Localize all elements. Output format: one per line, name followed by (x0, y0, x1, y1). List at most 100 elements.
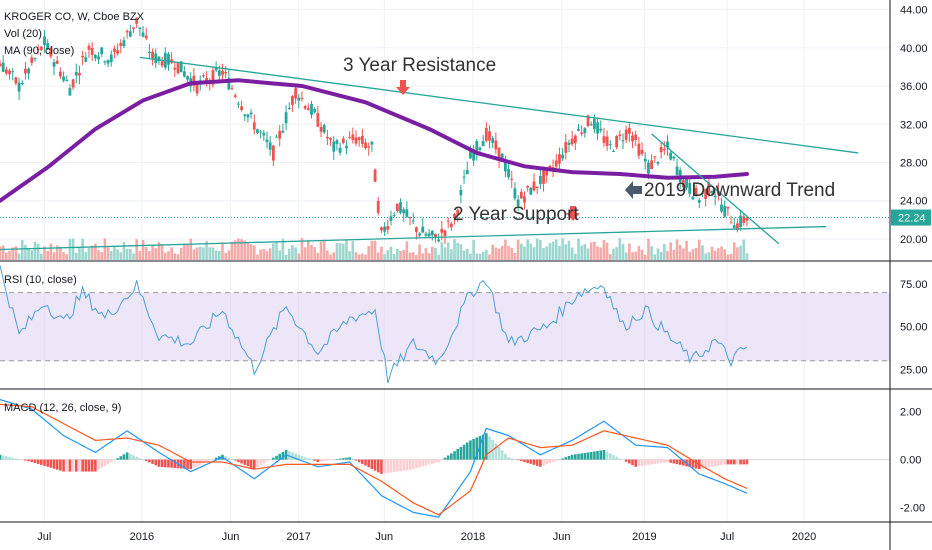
candle-body[interactable] (481, 141, 485, 147)
candle-body[interactable] (561, 154, 565, 159)
candle-body[interactable] (151, 51, 154, 59)
candle-body[interactable] (157, 56, 161, 62)
candle-body[interactable] (589, 124, 593, 126)
candle-body[interactable] (233, 95, 237, 98)
candle-body[interactable] (1, 62, 5, 72)
candle-body[interactable] (74, 71, 78, 76)
candle-body[interactable] (43, 36, 46, 45)
candle-body[interactable] (357, 137, 361, 140)
candle-body[interactable] (284, 112, 288, 124)
candle-body[interactable] (526, 185, 530, 188)
downtrend-trendline[interactable] (651, 133, 780, 245)
candle-body[interactable] (100, 47, 104, 54)
candle-body[interactable] (462, 176, 466, 178)
candle-body[interactable] (224, 71, 228, 74)
candle-body[interactable] (659, 147, 663, 153)
candle-body[interactable] (27, 68, 31, 74)
candle-body[interactable] (443, 230, 447, 237)
candle-body[interactable] (294, 88, 298, 99)
candle-body[interactable] (227, 78, 231, 90)
candle-body[interactable] (739, 215, 743, 228)
candle-body[interactable] (685, 178, 688, 188)
candle-body[interactable] (4, 69, 8, 74)
candle-body[interactable] (65, 79, 69, 82)
candle-body[interactable] (11, 71, 15, 73)
candle-body[interactable] (58, 71, 62, 77)
candle-body[interactable] (516, 199, 520, 207)
candle-body[interactable] (303, 105, 307, 109)
candle-body[interactable] (586, 115, 590, 126)
candle-body[interactable] (138, 27, 142, 30)
candle-body[interactable] (122, 40, 126, 47)
candle-body[interactable] (186, 76, 189, 80)
candle-body[interactable] (535, 186, 539, 189)
candle-body[interactable] (615, 135, 619, 148)
candle-body[interactable] (306, 108, 310, 111)
candle-body[interactable] (602, 136, 606, 143)
candle-body[interactable] (249, 112, 253, 115)
candle-body[interactable] (167, 53, 170, 65)
candle-body[interactable] (144, 35, 148, 39)
candle-body[interactable] (192, 75, 196, 86)
candle-body[interactable] (402, 209, 406, 214)
candle-body[interactable] (243, 114, 247, 116)
candle-body[interactable] (427, 233, 431, 237)
candle-body[interactable] (103, 61, 107, 63)
candle-body[interactable] (681, 180, 685, 188)
candle-body[interactable] (275, 136, 278, 138)
candle-body[interactable] (653, 156, 657, 158)
candle-body[interactable] (631, 135, 634, 142)
candle-body[interactable] (475, 141, 479, 153)
candle-body[interactable] (643, 158, 647, 162)
candle-body[interactable] (742, 216, 746, 223)
candle-body[interactable] (252, 122, 256, 130)
candle-body[interactable] (488, 131, 491, 141)
candle-body[interactable] (335, 140, 339, 145)
candle-body[interactable] (580, 132, 584, 134)
candle-body[interactable] (694, 188, 698, 196)
candle-body[interactable] (81, 55, 85, 58)
candle-body[interactable] (634, 134, 638, 140)
candle-body[interactable] (33, 58, 37, 60)
candle-body[interactable] (240, 106, 243, 110)
candle-body[interactable] (453, 214, 456, 219)
candle-body[interactable] (354, 137, 358, 144)
candle-body[interactable] (446, 220, 450, 222)
candle-body[interactable] (691, 196, 695, 200)
candle-body[interactable] (732, 225, 736, 229)
candle-body[interactable] (351, 134, 355, 140)
candle-body[interactable] (132, 27, 135, 30)
candle-body[interactable] (621, 140, 625, 142)
candle-body[interactable] (583, 128, 587, 134)
candle-body[interactable] (109, 54, 113, 63)
candle-body[interactable] (322, 125, 326, 133)
candle-body[interactable] (558, 154, 561, 164)
candle-body[interactable] (545, 167, 549, 176)
candle-body[interactable] (380, 227, 383, 231)
moving-average-line[interactable] (0, 78, 749, 203)
candle-body[interactable] (624, 129, 628, 140)
candle-body[interactable] (128, 31, 132, 37)
candle-body[interactable] (179, 61, 183, 73)
candle-body[interactable] (434, 233, 437, 238)
price-pane[interactable] (0, 17, 890, 260)
support-trendline[interactable] (0, 225, 827, 251)
candle-body[interactable] (341, 138, 345, 144)
candle-body[interactable] (287, 108, 291, 110)
candle-body[interactable] (729, 222, 733, 224)
candle-body[interactable] (491, 138, 495, 143)
candle-body[interactable] (389, 216, 393, 221)
candle-body[interactable] (707, 182, 711, 195)
candle-body[interactable] (20, 82, 24, 85)
candle-body[interactable] (573, 135, 577, 143)
candle-body[interactable] (46, 43, 50, 50)
candle-body[interactable] (592, 118, 596, 130)
rsi-line[interactable] (0, 265, 748, 384)
candle-body[interactable] (116, 50, 120, 54)
candle-body[interactable] (567, 142, 571, 145)
candle-body[interactable] (414, 227, 418, 232)
candle-body[interactable] (532, 181, 536, 191)
candle-body[interactable] (637, 143, 641, 156)
candle-body[interactable] (329, 138, 332, 140)
candle-body[interactable] (437, 239, 441, 242)
